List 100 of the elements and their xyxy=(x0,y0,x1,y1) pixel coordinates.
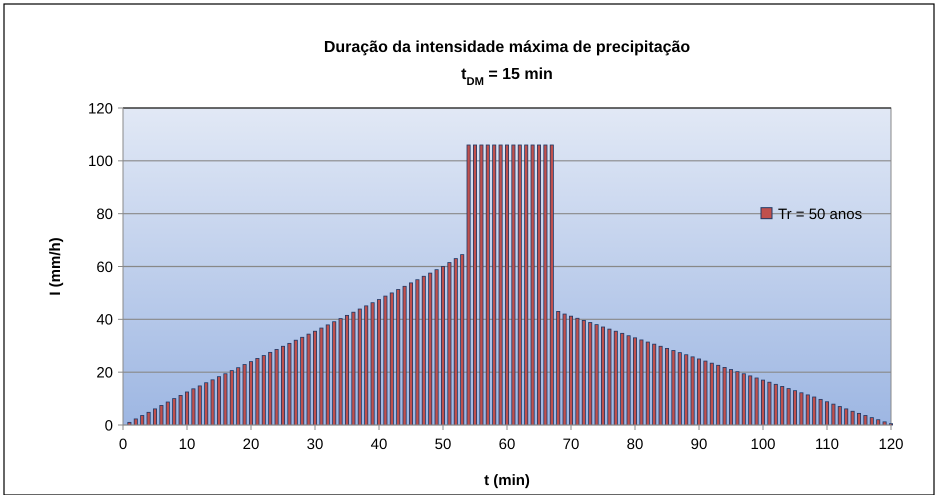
bar xyxy=(818,398,823,426)
x-tick-label: 60 xyxy=(498,436,516,453)
bar xyxy=(479,144,484,426)
bar xyxy=(729,369,733,426)
chart-subtitle: t$_{DM}$ = 15 min xyxy=(461,66,553,88)
y-tick-label: 20 xyxy=(96,364,113,382)
bar xyxy=(716,364,720,426)
bar xyxy=(390,292,394,426)
bar xyxy=(646,342,650,426)
bar xyxy=(498,144,503,426)
bar xyxy=(345,314,349,426)
bar xyxy=(530,144,535,426)
chart-title: Duração da intensidade máxima de precipitação xyxy=(324,39,690,56)
bar xyxy=(767,382,772,426)
bar xyxy=(838,406,842,426)
bar xyxy=(274,349,279,426)
bar xyxy=(319,328,324,426)
bar xyxy=(294,340,298,426)
bar xyxy=(697,358,701,426)
bar xyxy=(281,346,285,426)
bar xyxy=(486,144,490,426)
bar xyxy=(588,322,592,426)
bar xyxy=(524,144,528,426)
bar xyxy=(863,415,868,426)
y-tick-label: 60 xyxy=(96,258,113,276)
bar xyxy=(614,330,618,426)
bar xyxy=(761,380,765,426)
bar xyxy=(652,344,656,426)
bar xyxy=(710,362,714,426)
bar xyxy=(326,324,330,426)
bar xyxy=(601,326,605,426)
bar xyxy=(454,258,458,426)
x-tick-label: 70 xyxy=(562,436,580,453)
bar xyxy=(556,311,560,426)
bar xyxy=(447,262,452,426)
x-tick-label: 100 xyxy=(750,436,776,453)
bar xyxy=(850,410,855,426)
y-axis-title: I (mm/h) xyxy=(47,237,64,296)
bar xyxy=(620,332,624,426)
bar xyxy=(223,373,228,426)
bar xyxy=(396,289,400,426)
bar xyxy=(703,360,708,426)
bar xyxy=(358,308,362,426)
bar xyxy=(722,367,727,426)
bar xyxy=(518,144,522,426)
bar xyxy=(812,396,816,426)
bar xyxy=(178,395,183,426)
bar xyxy=(422,276,426,426)
bar xyxy=(825,401,829,426)
bar xyxy=(146,412,151,426)
bar xyxy=(748,375,752,426)
bar xyxy=(786,388,791,426)
bar xyxy=(198,386,202,426)
bar xyxy=(639,340,644,426)
bar xyxy=(402,286,407,426)
bar xyxy=(511,144,516,426)
bar xyxy=(806,394,810,426)
x-tick-label: 90 xyxy=(690,436,708,453)
bar xyxy=(140,415,144,426)
bar xyxy=(799,392,804,426)
bar xyxy=(607,328,612,426)
y-tick-label: 100 xyxy=(88,153,113,170)
bar xyxy=(505,144,509,426)
bar xyxy=(575,318,580,426)
bar xyxy=(230,370,234,426)
x-tick-label: 80 xyxy=(626,436,644,453)
bar xyxy=(793,390,797,426)
bar xyxy=(428,272,432,426)
bar xyxy=(159,405,164,426)
bar xyxy=(543,144,548,426)
bar xyxy=(434,269,439,426)
x-tick-label: 20 xyxy=(242,436,260,453)
bar xyxy=(492,144,496,426)
bar xyxy=(262,355,266,426)
bar xyxy=(351,312,356,426)
bar xyxy=(370,302,375,426)
bar xyxy=(313,330,317,426)
bar xyxy=(300,336,304,426)
x-tick-label: 120 xyxy=(878,436,904,453)
x-axis-title: t (min) xyxy=(484,472,530,489)
x-tick-label: 110 xyxy=(815,436,839,453)
bar xyxy=(582,320,586,426)
legend-label: Tr = 50 anos xyxy=(778,206,862,223)
bar xyxy=(754,378,759,426)
bar xyxy=(383,296,388,426)
bar xyxy=(831,404,836,426)
x-tick-label: 0 xyxy=(118,436,128,453)
x-tick-label: 50 xyxy=(434,436,452,453)
bar xyxy=(409,282,413,426)
bar xyxy=(594,324,599,426)
bar xyxy=(633,337,637,426)
bar xyxy=(172,398,176,426)
bar xyxy=(569,316,573,426)
bar xyxy=(217,376,221,426)
y-tick-label: 0 xyxy=(104,417,113,434)
bar xyxy=(249,361,253,426)
bar xyxy=(774,384,778,426)
bar xyxy=(255,358,260,426)
bar xyxy=(857,412,861,426)
bar xyxy=(166,402,170,426)
